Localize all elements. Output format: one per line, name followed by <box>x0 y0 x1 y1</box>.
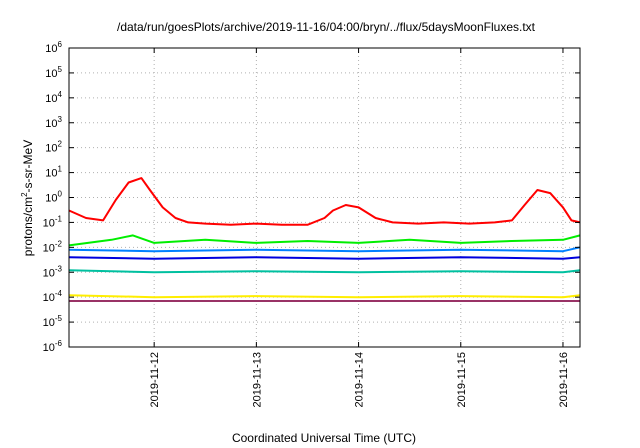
series-line <box>68 294 581 299</box>
y-tick-label: 10-2 <box>43 239 63 254</box>
grid-lines <box>69 48 580 347</box>
series-line <box>68 256 581 260</box>
y-tick-label: 102 <box>45 140 62 155</box>
y-tick-label: 106 <box>45 40 62 55</box>
x-axis: 2019-11-12 2019-11-13 2019-11-14 2019-11-15… <box>149 48 570 407</box>
y-tick-label: 105 <box>45 65 62 80</box>
x-tick-label: 2019-11-14 <box>354 352 366 407</box>
x-tick-label: 2019-11-16 <box>558 352 570 407</box>
y-tick-label: 10-4 <box>43 289 63 304</box>
series-line <box>68 177 581 226</box>
y-tick-label: 10-6 <box>43 339 63 354</box>
series-group <box>68 177 581 302</box>
y-tick-label: 10-1 <box>43 214 63 229</box>
y-axis: 10-6 10-5 10-4 10-3 10-2 10-1 100 101 102 103 104 1… <box>43 40 580 354</box>
y-axis-label-rest: -s-sr-MeV <box>21 140 35 193</box>
y-axis-label: protons/cm2-s-sr-MeV <box>20 140 35 256</box>
series-line <box>68 269 581 274</box>
y-axis-label-sup: 2 <box>20 192 29 197</box>
chart-title: /data/run/goesPlots/archive/2019-11-16/0… <box>117 20 536 34</box>
y-tick-label: 10-5 <box>43 314 63 329</box>
series-line <box>68 234 581 247</box>
y-tick-label: 10-3 <box>43 264 63 279</box>
x-tick-label: 2019-11-13 <box>251 352 263 407</box>
y-tick-label: 100 <box>45 190 62 205</box>
series-line <box>68 246 581 253</box>
y-tick-label: 104 <box>45 90 62 105</box>
y-tick-label: 103 <box>45 115 62 130</box>
y-axis-label-base: protons/cm <box>21 197 35 256</box>
x-tick-label: 2019-11-15 <box>456 352 468 407</box>
x-axis-label: Coordinated Universal Time (UTC) <box>232 431 416 445</box>
x-tick-label: 2019-11-12 <box>149 352 161 407</box>
y-tick-label: 101 <box>45 165 62 180</box>
